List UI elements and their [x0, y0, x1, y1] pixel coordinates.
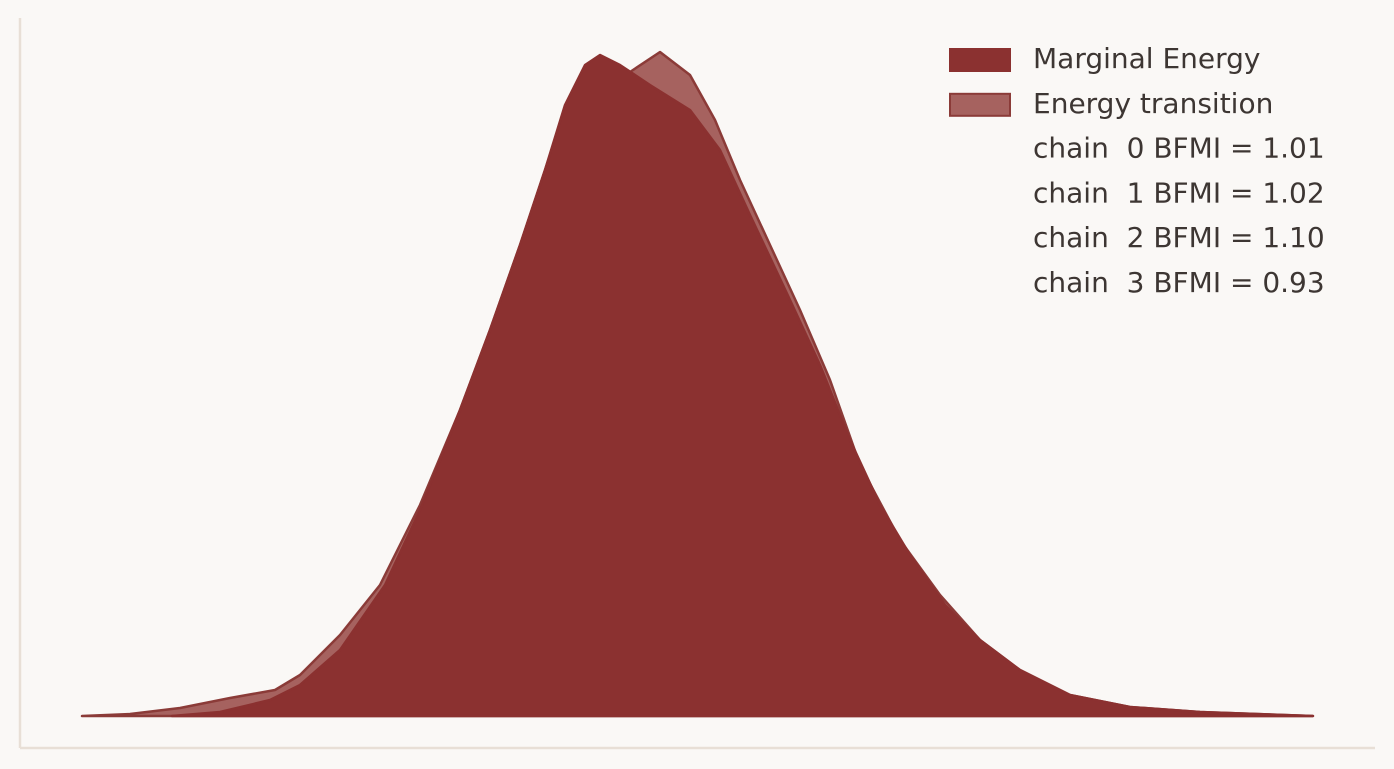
legend-label: Energy transition: [1033, 87, 1273, 120]
bfmi-label: chain 0 BFMI = 1.01: [1033, 132, 1325, 165]
legend-swatch: [949, 48, 1011, 72]
legend-label: Marginal Energy: [1033, 42, 1261, 75]
bfmi-label: chain 2 BFMI = 1.10: [1033, 221, 1325, 254]
legend-swatch: [949, 92, 1011, 117]
bfmi-label: chain 1 BFMI = 1.02: [1033, 176, 1325, 209]
density-area: [170, 53, 1315, 718]
bfmi-label: chain 3 BFMI = 0.93: [1033, 266, 1325, 299]
